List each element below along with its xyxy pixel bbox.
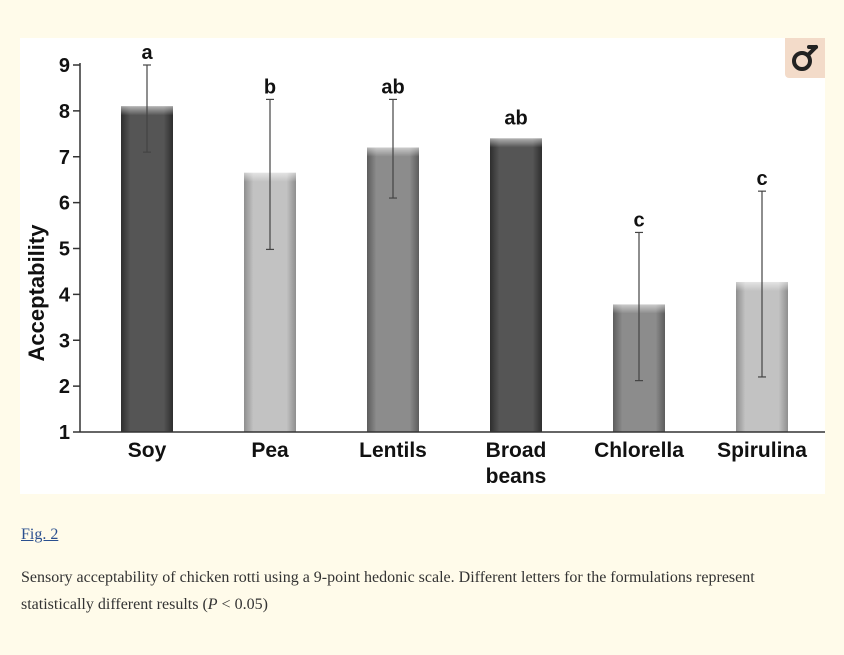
y-tick-label: 4: [59, 284, 71, 306]
bars-layer: [121, 106, 788, 432]
bar-chart: Acceptability 1 2 3 4 5 6 7 8 9 a Soy b Pea ab Lentil…: [24, 42, 825, 488]
y-tick-label: 9: [59, 55, 70, 77]
x-tick-label: beans: [486, 465, 547, 488]
y-tick-label: 3: [59, 330, 70, 352]
x-tick-label: Broad: [486, 439, 547, 462]
error-bars-layer: [143, 64, 766, 382]
significance-letter: ab: [504, 107, 527, 129]
x-tick-label: Chlorella: [594, 439, 684, 462]
x-tick-label: Soy: [128, 439, 167, 462]
figure-panel: Acceptability 1 2 3 4 5 6 7 8 9 a Soy b Pea ab Lentil…: [20, 38, 825, 494]
figure-caption: Sensory acceptability of chicken rotti u…: [21, 564, 821, 618]
caption-text-end: < 0.05): [217, 596, 268, 613]
y-axis-label: Acceptability: [24, 224, 49, 362]
significance-letter: ab: [381, 76, 404, 98]
significance-letter: a: [141, 42, 153, 64]
y-tick-label: 7: [59, 147, 70, 169]
labels-layer: a Soy b Pea ab Lentils ab Broad beans c Chlorella c…: [128, 42, 807, 488]
significance-letter: b: [264, 76, 276, 98]
caption-p-symbol: P: [207, 596, 218, 613]
figure-link[interactable]: Fig. 2: [21, 526, 59, 543]
axes-layer: 1 2 3 4 5 6 7 8 9: [59, 55, 825, 444]
bar-highlight: [490, 138, 542, 148]
bar: [121, 106, 173, 432]
y-tick-label: 6: [59, 193, 70, 215]
x-tick-label: Pea: [251, 439, 289, 462]
caption-text: Sensory acceptability of chicken rotti u…: [21, 569, 755, 613]
y-tick-label: 2: [59, 376, 70, 398]
y-tick-label: 8: [59, 101, 70, 123]
significance-letter: c: [756, 168, 767, 190]
x-tick-label: Spirulina: [717, 439, 807, 462]
bar: [490, 138, 542, 432]
zoom-button[interactable]: [785, 38, 825, 78]
magnify-icon: [792, 45, 818, 71]
y-tick-label: 1: [59, 422, 70, 444]
x-tick-label: Lentils: [359, 439, 427, 462]
significance-letter: c: [633, 209, 644, 231]
y-tick-label: 5: [59, 239, 70, 261]
